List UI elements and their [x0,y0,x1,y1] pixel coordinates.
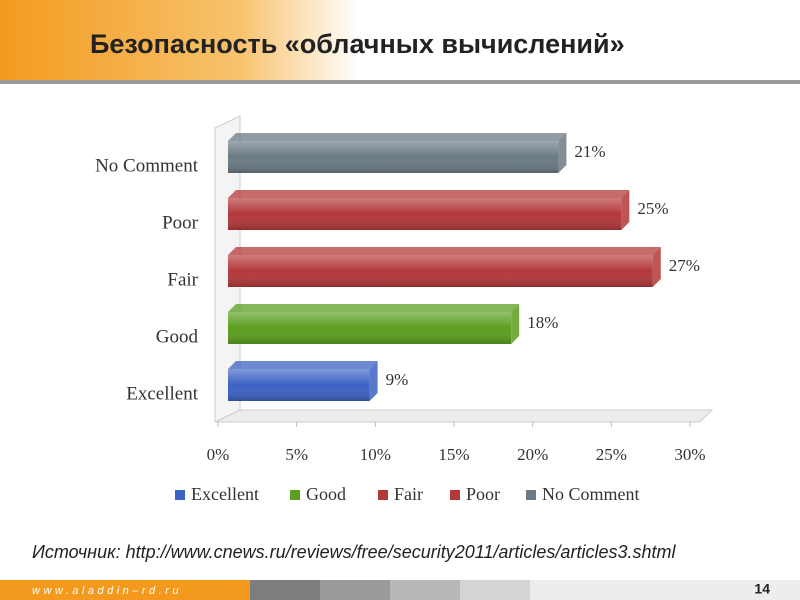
footer-block [390,580,460,600]
bar-side [511,304,520,344]
y-tick-label: Good [156,326,199,347]
value-label: 9% [386,370,409,389]
value-label: 25% [637,199,668,218]
footer-block [460,580,530,600]
bar-shine [228,255,653,287]
bar-shine [228,312,512,344]
header-band [0,0,800,80]
value-label: 27% [669,256,700,275]
x-tick-label: 25% [596,445,627,464]
bar-top [228,190,630,198]
legend-label: No Comment [542,484,640,504]
legend-swatch [290,490,300,500]
x-tick-label: 5% [285,445,308,464]
legend-label: Good [306,484,346,504]
chart-floor [214,409,714,423]
bar-top [228,361,378,369]
slide-title: Безопасность «облачных вычислений» [90,29,625,59]
bar-top [228,247,661,255]
page-number: 14 [754,581,770,597]
bar-shine [228,369,370,401]
x-tick-label: 20% [517,445,548,464]
legend-swatch [450,490,460,500]
y-tick-label: No Comment [95,155,199,176]
bar-shine [228,198,622,230]
y-tick-label: Excellent [126,383,198,404]
legend-swatch [175,490,185,500]
value-label: 21% [574,142,605,161]
footer-url: www.aladdin–rd.ru [32,585,182,597]
legend-label: Excellent [191,484,259,504]
bar-top [228,304,520,312]
bar-top [228,133,567,141]
source: Источник: http://www.cnews.ru/reviews/fr… [32,542,676,562]
x-tick-label: 15% [438,445,469,464]
footer-block [250,580,320,600]
bar-shine [228,141,559,173]
x-tick-label: 0% [207,445,230,464]
legend-label: Poor [466,484,500,504]
x-tick-label: 30% [674,445,705,464]
footer-block [320,580,390,600]
header-rule [0,80,800,84]
legend-swatch [526,490,536,500]
legend-swatch [378,490,388,500]
y-tick-label: Fair [167,269,198,290]
value-label: 18% [527,313,558,332]
bar-side [558,133,567,173]
bar-side [369,361,378,401]
bar-side [652,247,661,287]
y-tick-label: Poor [162,212,199,233]
footer-block [530,580,800,600]
bar-side [621,190,630,230]
legend-label: Fair [394,484,423,504]
x-tick-label: 10% [360,445,391,464]
